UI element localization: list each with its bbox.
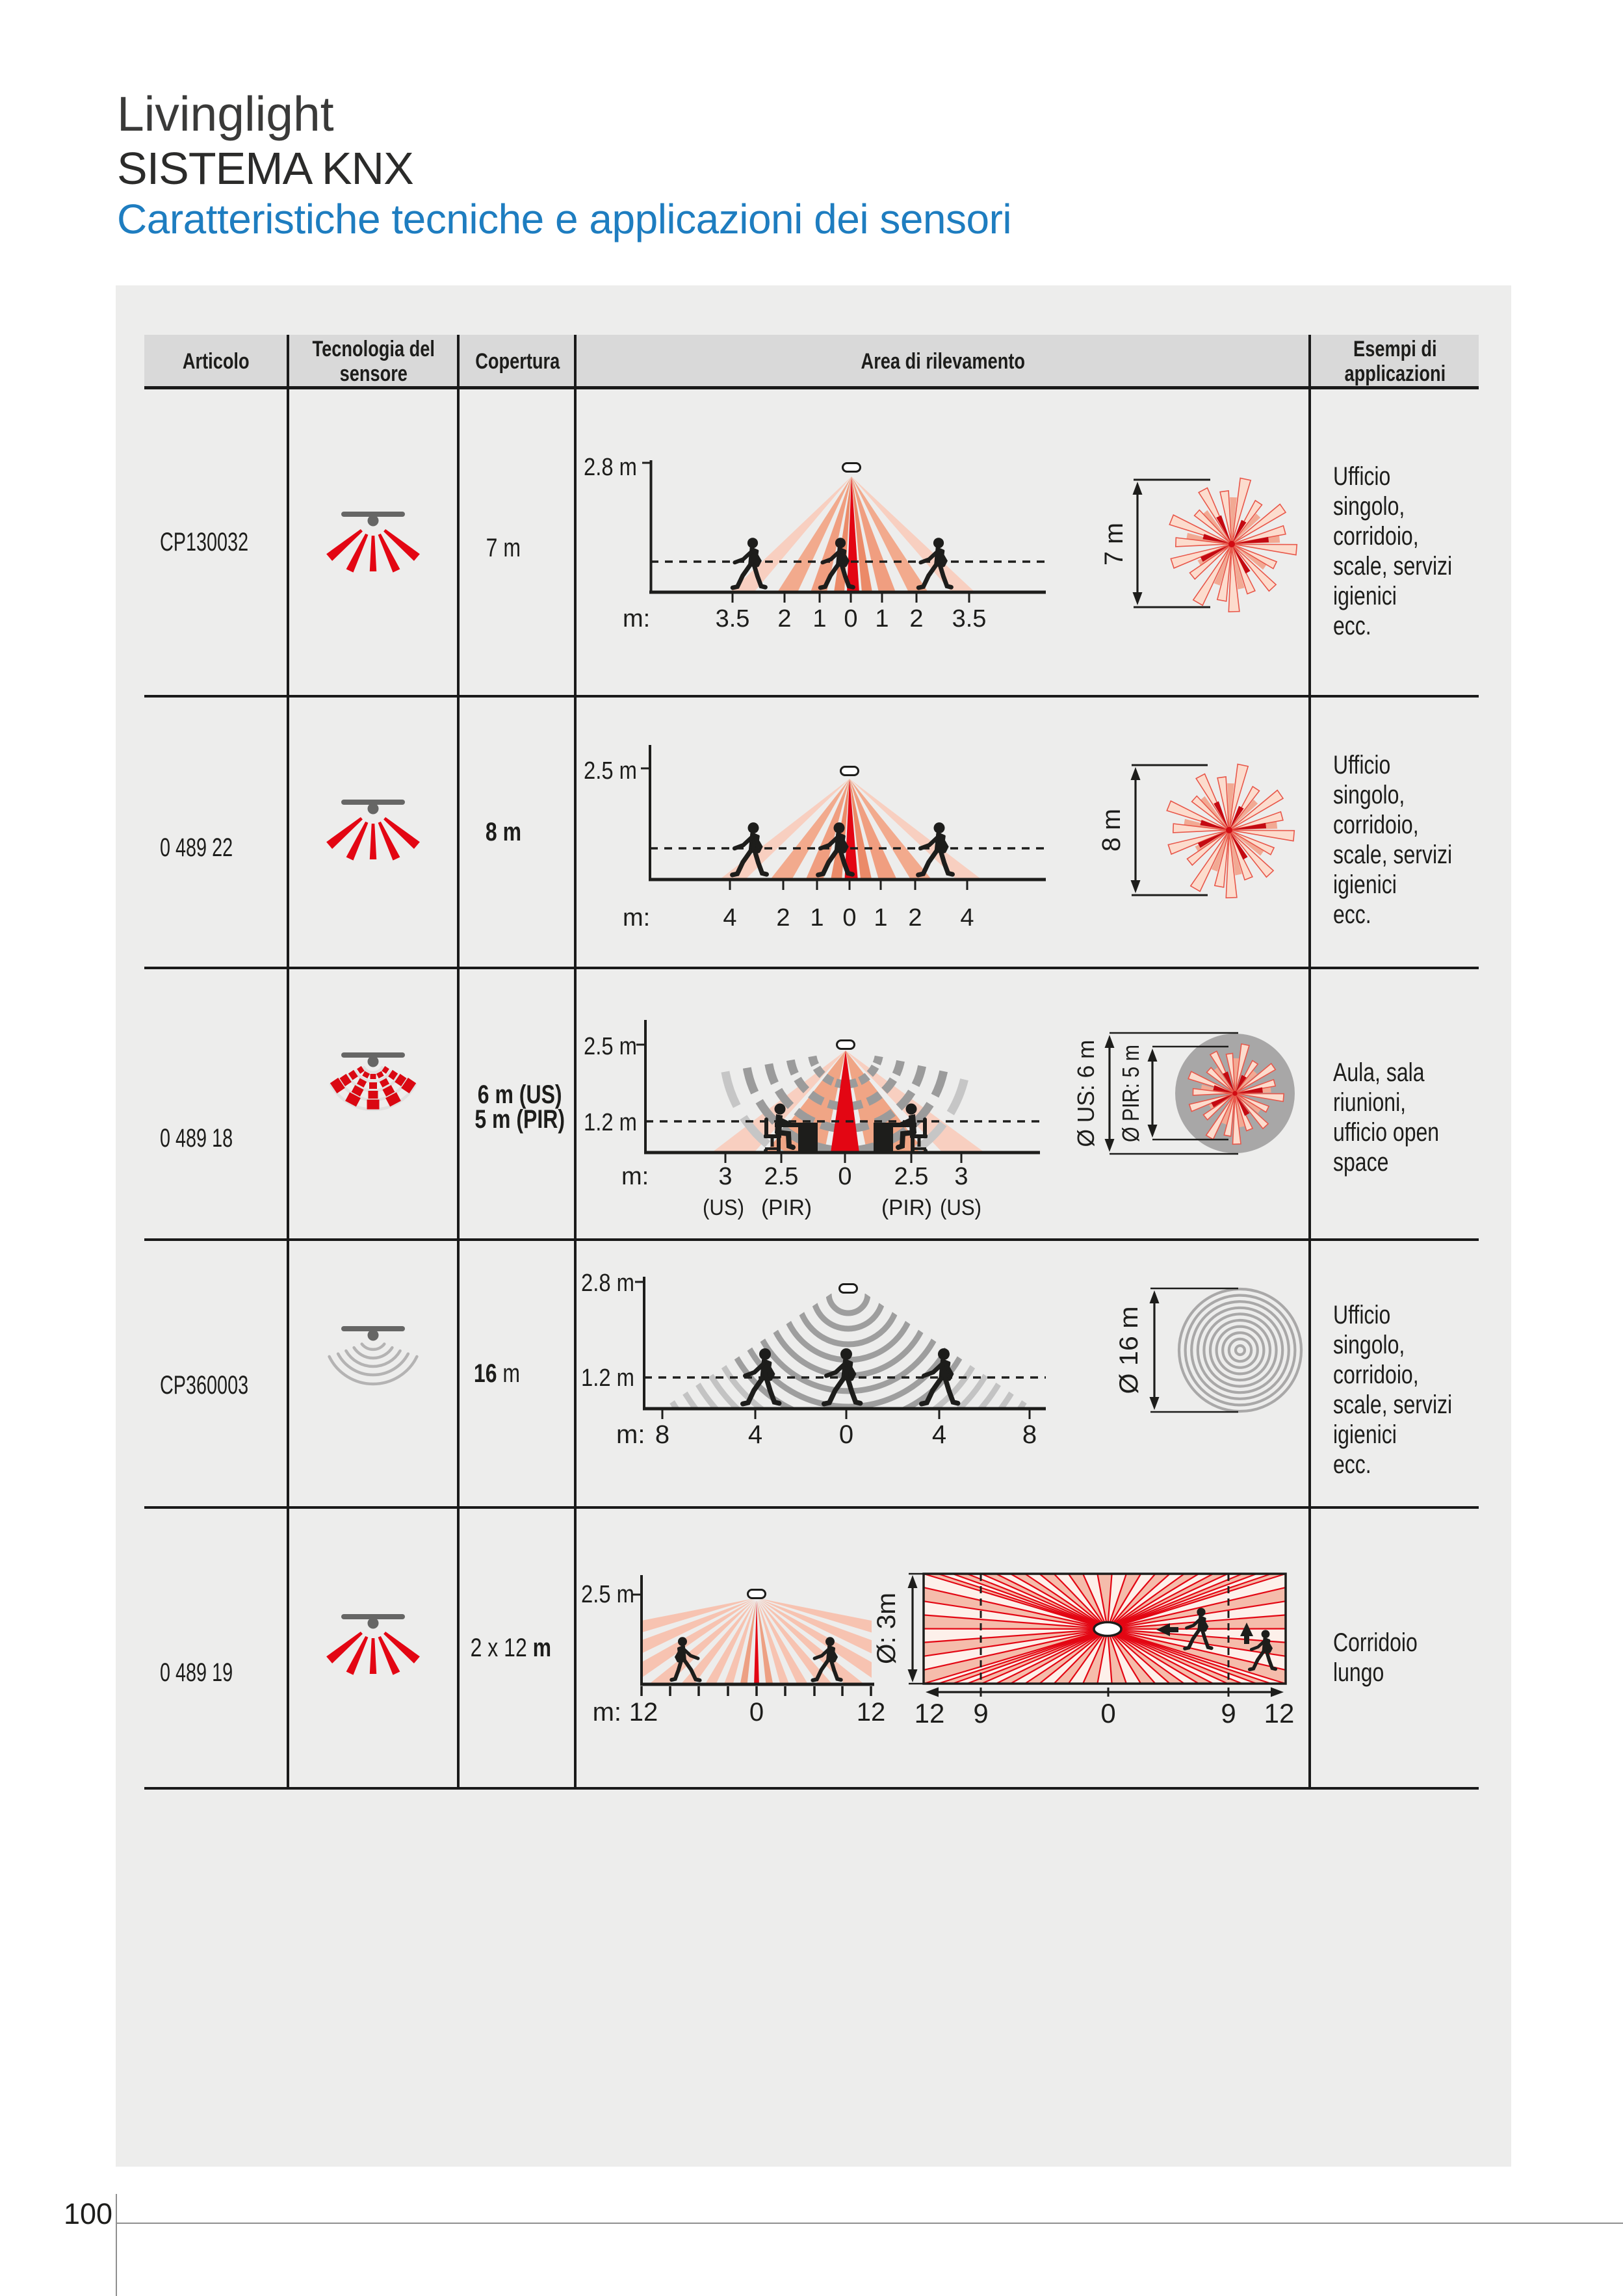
svg-text:0: 0 bbox=[749, 1698, 764, 1727]
svg-text:m:: m: bbox=[621, 1163, 649, 1190]
svg-text:2.5 m: 2.5 m bbox=[584, 1033, 637, 1060]
svg-text:2: 2 bbox=[776, 904, 790, 932]
svg-text:7 m: 7 m bbox=[1100, 523, 1128, 566]
svg-text:0: 0 bbox=[838, 1163, 851, 1190]
svg-text:1.2 m: 1.2 m bbox=[581, 1364, 634, 1392]
svg-text:m:: m: bbox=[623, 605, 650, 633]
svg-text:0: 0 bbox=[839, 1420, 853, 1449]
svg-text:Ø 16 m: Ø 16 m bbox=[1115, 1307, 1143, 1394]
svg-text:4: 4 bbox=[932, 1420, 946, 1449]
svg-text:3.5: 3.5 bbox=[716, 605, 750, 633]
svg-text:2.5: 2.5 bbox=[764, 1163, 799, 1190]
svg-text:Ø: 3m: Ø: 3m bbox=[872, 1593, 901, 1664]
svg-text:1: 1 bbox=[812, 605, 826, 633]
svg-text:2: 2 bbox=[908, 904, 922, 932]
svg-text:9: 9 bbox=[973, 1698, 988, 1729]
svg-text:4: 4 bbox=[723, 904, 736, 932]
svg-text:12: 12 bbox=[629, 1698, 658, 1727]
svg-text:1: 1 bbox=[875, 605, 889, 633]
svg-text:4: 4 bbox=[748, 1420, 762, 1449]
svg-text:2.5: 2.5 bbox=[894, 1163, 929, 1190]
svg-text:3: 3 bbox=[954, 1163, 968, 1190]
svg-text:12: 12 bbox=[857, 1698, 886, 1727]
svg-text:1: 1 bbox=[874, 904, 887, 932]
svg-text:0: 0 bbox=[842, 904, 856, 932]
svg-text:2: 2 bbox=[777, 605, 791, 633]
svg-text:12: 12 bbox=[1264, 1698, 1295, 1729]
svg-text:Ø PIR: 5 m: Ø PIR: 5 m bbox=[1117, 1045, 1144, 1142]
svg-text:3.5: 3.5 bbox=[952, 605, 987, 633]
svg-text:2.5 m: 2.5 m bbox=[581, 1581, 634, 1608]
svg-text:8: 8 bbox=[1022, 1420, 1037, 1449]
svg-text:2.8 m: 2.8 m bbox=[584, 454, 637, 481]
svg-text:0: 0 bbox=[1100, 1698, 1115, 1729]
svg-text:4: 4 bbox=[960, 904, 974, 932]
svg-text:1: 1 bbox=[810, 904, 824, 932]
svg-text:m:: m: bbox=[623, 904, 650, 932]
svg-text:8: 8 bbox=[655, 1420, 669, 1449]
svg-text:(PIR): (PIR) bbox=[761, 1195, 812, 1220]
svg-text:Ø US: 6 m: Ø US: 6 m bbox=[1072, 1040, 1099, 1147]
svg-text:(US): (US) bbox=[940, 1195, 981, 1220]
svg-text:12: 12 bbox=[915, 1698, 945, 1729]
svg-text:2: 2 bbox=[909, 605, 923, 633]
svg-text:0: 0 bbox=[844, 605, 857, 633]
svg-text:2.5 m: 2.5 m bbox=[584, 757, 637, 785]
svg-text:m:: m: bbox=[593, 1698, 621, 1727]
svg-text:3: 3 bbox=[718, 1163, 732, 1190]
svg-text:9: 9 bbox=[1221, 1698, 1236, 1729]
svg-text:2.8 m: 2.8 m bbox=[581, 1270, 634, 1297]
svg-text:1.2 m: 1.2 m bbox=[584, 1109, 637, 1136]
svg-text:(US): (US) bbox=[703, 1195, 744, 1220]
svg-text:m:: m: bbox=[616, 1420, 645, 1449]
svg-text:8 m: 8 m bbox=[1097, 809, 1126, 852]
svg-text:(PIR): (PIR) bbox=[881, 1195, 932, 1220]
